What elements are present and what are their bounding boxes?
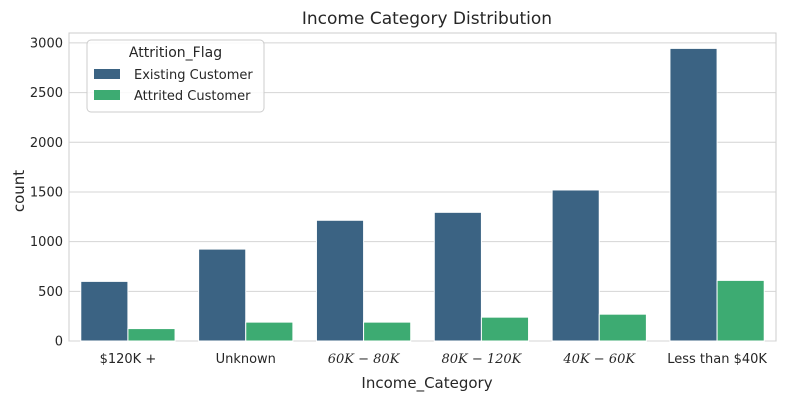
bar-existing-customer <box>80 280 129 342</box>
y-tick-label: 500 <box>38 285 63 300</box>
bar-attrited-customer <box>245 321 294 342</box>
legend-box <box>86 39 265 113</box>
legend-swatch <box>94 90 120 100</box>
x-tick-label: $120K + <box>100 352 157 367</box>
bar-existing-customer <box>198 248 247 342</box>
bars <box>80 47 765 342</box>
legend-label: Existing Customer <box>134 68 253 83</box>
x-tick-label: Unknown <box>216 352 276 367</box>
bar-attrited-customer <box>480 316 530 342</box>
x-axis-title: Income_Category <box>361 374 492 393</box>
y-tick-label: 3000 <box>30 36 63 51</box>
bar-existing-customer <box>551 189 600 342</box>
y-tick-label: 2500 <box>30 86 63 101</box>
bar-existing-customer <box>315 219 365 342</box>
y-tick-label: 1500 <box>30 185 63 200</box>
y-axis-ticks: 0 500 1000 1500 2000 2500 3000 <box>30 36 63 349</box>
bar-attrited-customer <box>363 321 412 342</box>
x-tick-label: Less than $40K <box>667 352 767 367</box>
bar-existing-customer <box>433 211 482 342</box>
bar-attrited-customer <box>716 279 765 342</box>
x-tick-label: 40K − 60K <box>562 352 636 367</box>
y-tick-label: 2000 <box>30 136 63 151</box>
legend: Attrition_Flag Existing Customer Attrited … <box>86 39 265 113</box>
legend-label: Attrited Customer <box>134 89 251 104</box>
legend-title: Attrition_Flag <box>129 45 222 61</box>
legend-swatch <box>94 69 120 79</box>
y-tick-label: 1000 <box>30 235 63 250</box>
y-axis-title: count <box>10 170 28 212</box>
bar-attrited-customer <box>127 328 176 342</box>
bar-attrited-customer <box>598 313 647 342</box>
x-tick-label: 60K − 80K <box>328 352 401 367</box>
bar-existing-customer <box>669 47 718 342</box>
x-axis-ticks: $120K + Unknown 60K − 80K 80K − 120K 40K − 6… <box>100 352 768 367</box>
x-tick-label: 80K − 120K <box>441 352 522 367</box>
chart-title: Income Category Distribution <box>302 9 552 29</box>
y-tick-label: 0 <box>55 335 63 350</box>
